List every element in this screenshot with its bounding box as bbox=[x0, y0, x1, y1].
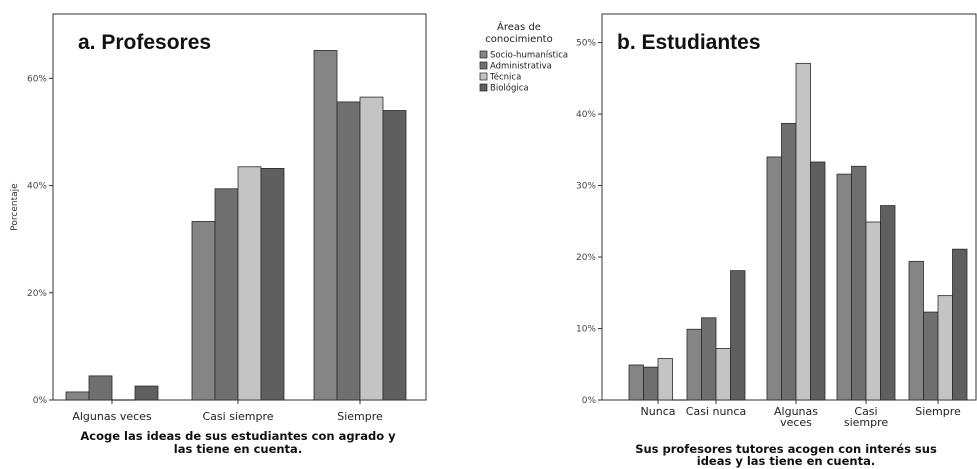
chart-estudiantes: b. Estudiantes Sus profesores tutores ac… bbox=[576, 13, 977, 468]
legend: Áreas de conocimiento Socio-humanísticaA… bbox=[479, 20, 568, 94]
bar-profesores-siempre-administrativa bbox=[336, 101, 361, 401]
legend-swatch-socio-humanistica bbox=[479, 50, 488, 59]
y-tick-label: 30% bbox=[576, 182, 596, 192]
x-tick-label: Algunas veces bbox=[72, 410, 152, 423]
y-axis-label-profesores: Porcentaje bbox=[10, 183, 20, 231]
legend-label-administrativa: Administrativa bbox=[490, 62, 552, 72]
bar-estudiantes-algunas-veces-biologica bbox=[810, 161, 826, 401]
bar-estudiantes-casi-siempre-tecnica bbox=[865, 221, 881, 401]
legend-label-biologica: Biológica bbox=[490, 83, 529, 94]
bar-estudiantes-algunas-veces-tecnica bbox=[795, 62, 811, 401]
bar-profesores-siempre-tecnica bbox=[359, 96, 384, 401]
x-tick-label: veces bbox=[780, 416, 812, 429]
legend-label-socio-humanistica: Socio-humanística bbox=[490, 51, 568, 61]
bar-estudiantes-casi-nunca-tecnica bbox=[715, 348, 731, 401]
y-tick-label: 0% bbox=[582, 396, 597, 406]
x-axis-label-line1-estudiantes: Sus profesores tutores acogen con interé… bbox=[635, 442, 937, 456]
bar-profesores-algunas-veces-administrativa bbox=[88, 375, 113, 401]
legend-label-tecnica: Técnica bbox=[489, 72, 521, 83]
bar-profesores-siempre-socio-humanistica bbox=[313, 50, 338, 401]
y-tick-label: 20% bbox=[27, 289, 47, 299]
legend-title-line2: conocimiento bbox=[485, 34, 552, 45]
bar-profesores-casi-siempre-socio-humanistica bbox=[191, 221, 216, 401]
x-tick-label: Casi nunca bbox=[686, 405, 746, 418]
chart-title-profesores: a. Profesores bbox=[78, 31, 211, 54]
bar-estudiantes-siempre-administrativa bbox=[923, 311, 939, 401]
y-tick-label: 20% bbox=[576, 253, 596, 263]
x-tick-label: siempre bbox=[844, 416, 889, 429]
legend-title-line1: Áreas de bbox=[497, 20, 541, 33]
bar-estudiantes-casi-nunca-socio-humanistica bbox=[686, 328, 702, 401]
bar-estudiantes-casi-siempre-administrativa bbox=[851, 165, 867, 401]
chart-title-estudiantes: b. Estudiantes bbox=[617, 31, 761, 54]
bar-estudiantes-nunca-tecnica bbox=[657, 358, 673, 401]
bar-estudiantes-casi-siempre-biologica bbox=[880, 205, 896, 401]
bar-estudiantes-casi-siempre-socio-humanistica bbox=[836, 173, 852, 401]
bar-profesores-algunas-veces-biologica bbox=[134, 385, 159, 401]
bar-estudiantes-algunas-veces-administrativa bbox=[781, 122, 797, 401]
legend-swatch-tecnica bbox=[479, 72, 488, 81]
y-tick-label: 50% bbox=[576, 39, 596, 49]
x-tick-label: Casi siempre bbox=[202, 410, 273, 423]
x-axis-label-line1-profesores: Acoge las ideas de sus estudiantes con a… bbox=[80, 429, 396, 443]
x-tick-label: Siempre bbox=[337, 410, 383, 423]
x-tick-label: Algunas bbox=[774, 405, 818, 418]
bar-estudiantes-siempre-tecnica bbox=[937, 295, 953, 401]
bar-estudiantes-casi-nunca-administrativa bbox=[701, 317, 717, 401]
bar-estudiantes-algunas-veces-socio-humanistica bbox=[766, 156, 782, 401]
legend-swatch-biologica bbox=[479, 83, 488, 92]
bar-profesores-siempre-biologica bbox=[382, 110, 407, 401]
x-tick-label: Nunca bbox=[641, 405, 676, 418]
x-tick-label: Casi bbox=[854, 405, 877, 418]
bar-profesores-algunas-veces-socio-humanistica bbox=[65, 391, 90, 401]
y-tick-label: 60% bbox=[27, 74, 47, 84]
y-tick-label: 40% bbox=[27, 182, 47, 192]
x-tick-label: Siempre bbox=[915, 405, 961, 418]
bar-profesores-casi-siempre-biologica bbox=[260, 167, 285, 401]
y-tick-label: 10% bbox=[576, 325, 596, 335]
chart-profesores: a. Profesores Porcentaje Acoge las ideas… bbox=[10, 13, 427, 456]
bar-estudiantes-nunca-socio-humanistica bbox=[628, 364, 644, 401]
bar-estudiantes-nunca-administrativa bbox=[643, 366, 659, 401]
bar-estudiantes-casi-nunca-biologica bbox=[730, 270, 746, 401]
y-tick-label: 40% bbox=[576, 110, 596, 120]
y-tick-label: 0% bbox=[33, 396, 48, 406]
x-axis-label-line2-profesores: las tiene en cuenta. bbox=[174, 442, 302, 456]
bar-profesores-casi-siempre-tecnica bbox=[237, 166, 262, 401]
x-axis-label-line2-estudiantes: ideas y las tiene en cuenta. bbox=[697, 454, 875, 468]
bar-estudiantes-siempre-socio-humanistica bbox=[908, 260, 924, 401]
legend-swatch-administrativa bbox=[479, 61, 488, 70]
bar-profesores-casi-siempre-administrativa bbox=[214, 188, 239, 401]
bar-estudiantes-siempre-biologica bbox=[952, 248, 968, 401]
